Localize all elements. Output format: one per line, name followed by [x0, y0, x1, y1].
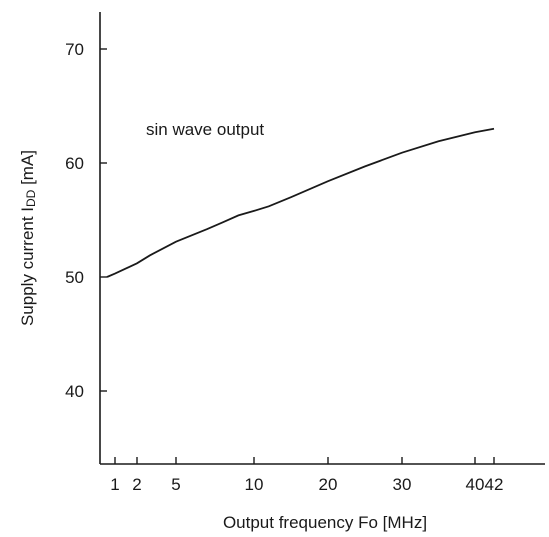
- x-tick-label-30: 30: [393, 475, 412, 494]
- y-ticks: 40 50 60 70: [65, 40, 107, 401]
- x-tick-label-42: 42: [485, 475, 504, 494]
- x-ticks: 1 2 5 10 20 30 40 42: [110, 457, 503, 494]
- y-tick-label-50: 50: [65, 268, 84, 287]
- series-line: [106, 127, 495, 278]
- x-axis-title: Output frequency Fo [MHz]: [223, 513, 427, 532]
- x-tick-label-5: 5: [171, 475, 180, 494]
- x-tick-label-1: 1: [110, 475, 119, 494]
- y-axis-title-unit: [mA]: [18, 150, 37, 190]
- x-tick-label-10: 10: [245, 475, 264, 494]
- x-tick-label-40: 40: [466, 475, 485, 494]
- annotation-sin-wave-output: sin wave output: [146, 120, 264, 139]
- x-tick-label-2: 2: [132, 475, 141, 494]
- plot-axes: [99, 12, 545, 465]
- y-tick-label-70: 70: [65, 40, 84, 59]
- y-axis-title: Supply current IDD [mA]: [18, 150, 38, 326]
- y-axis-title-subscript: DD: [24, 189, 38, 207]
- y-axis-title-main: Supply current I: [18, 207, 37, 326]
- y-tick-label-40: 40: [65, 382, 84, 401]
- y-tick-label-60: 60: [65, 154, 84, 173]
- x-tick-label-20: 20: [319, 475, 338, 494]
